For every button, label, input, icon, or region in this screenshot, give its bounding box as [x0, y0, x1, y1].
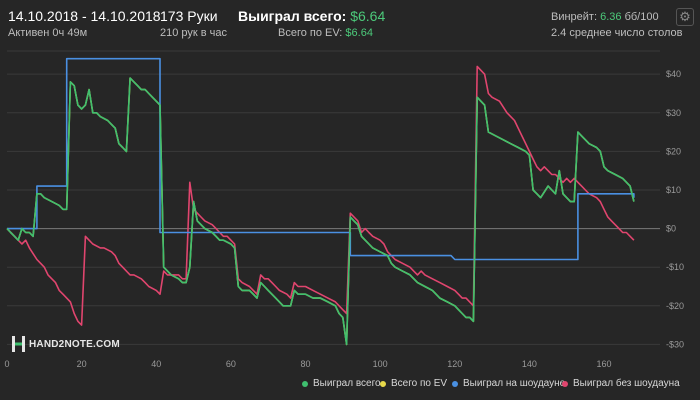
won-total-label: Выиграл всего:: [238, 8, 347, 24]
x-tick-label: 120: [447, 359, 462, 369]
x-tick-label: 40: [151, 359, 161, 369]
legend-item-showdown[interactable]: Выиграл на шоудауне: [452, 378, 565, 389]
winrate-unit: бб/100: [624, 11, 659, 23]
legend-item-non-showdown[interactable]: Выиграл без шоудауна: [562, 378, 680, 389]
legend-dot: [562, 380, 568, 387]
tables-average: 2.4 среднее число столов: [551, 27, 683, 39]
legend-item-ev-total[interactable]: Всего по EV: [380, 378, 447, 389]
series-line-0: [6, 77, 635, 346]
legend-dot: [452, 380, 458, 387]
x-tick-label: 80: [301, 359, 311, 369]
x-tick-label: 100: [373, 359, 388, 369]
ev-total-value: $6.64: [345, 27, 373, 39]
legend-dot: [380, 380, 386, 387]
y-tick-label: -$30: [666, 339, 684, 349]
ev-total-label: Всего по EV:: [278, 27, 343, 39]
y-tick-label: $10: [666, 185, 681, 195]
legend-item-won-total[interactable]: Выиграл всего: [302, 378, 381, 389]
legend-label: Выиграл на шоудауне: [463, 378, 566, 389]
hands-per-hour: 210 рук в час: [160, 27, 228, 39]
logo-text: HAND2NOTE.COM: [29, 338, 120, 350]
hand2note-logo: HAND2NOTE.COM: [12, 336, 120, 352]
legend-dot: [302, 380, 308, 387]
winrate: Винрейт: 6.36 бб/100: [551, 11, 659, 23]
date-range: 14.10.2018 - 14.10.2018: [8, 8, 161, 24]
y-tick-label: -$10: [666, 262, 684, 272]
x-axis-ticks: 0 20 40 60 80 100 120 140 160: [4, 359, 611, 369]
ev-total: Всего по EV: $6.64: [278, 27, 373, 39]
series-line-1: [6, 77, 635, 346]
x-tick-label: 0: [4, 359, 9, 369]
winrate-value: 6.36: [600, 11, 622, 23]
active-time: Активен 0ч 49м: [8, 27, 88, 39]
chart-grid: [7, 50, 660, 345]
gear-icon: ⚙: [679, 9, 691, 24]
chart-series: [6, 57, 635, 346]
won-total: Выиграл всего: $6.64: [238, 8, 385, 24]
hands-count: 173 Руки: [160, 8, 218, 24]
y-tick-label: -$20: [666, 301, 684, 311]
logo-mark-icon: [12, 336, 25, 352]
series-line-3: [6, 65, 635, 326]
legend-label: Выиграл без шоудауна: [573, 378, 680, 389]
y-axis-ticks: $40 $30 $20 $10 $0 -$10 -$20 -$30: [666, 69, 684, 349]
y-tick-label: $0: [666, 224, 676, 234]
y-tick-label: $30: [666, 108, 681, 118]
series-line-2: [7, 57, 635, 261]
x-tick-label: 20: [77, 359, 87, 369]
legend-label: Всего по EV: [391, 378, 448, 389]
settings-button[interactable]: ⚙: [676, 8, 694, 26]
y-tick-label: $20: [666, 146, 681, 156]
legend-label: Выиграл всего: [313, 378, 381, 389]
won-total-value: $6.64: [350, 8, 386, 24]
winrate-label: Винрейт:: [551, 11, 598, 23]
x-tick-label: 140: [522, 359, 537, 369]
x-tick-label: 60: [226, 359, 236, 369]
x-tick-label: 160: [597, 359, 612, 369]
y-tick-label: $40: [666, 69, 681, 79]
